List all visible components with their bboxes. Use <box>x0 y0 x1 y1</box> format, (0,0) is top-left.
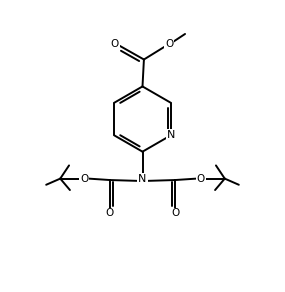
Text: O: O <box>111 39 119 49</box>
Text: N: N <box>138 174 147 184</box>
Text: O: O <box>165 39 174 49</box>
Text: O: O <box>80 174 88 184</box>
Text: O: O <box>197 174 205 184</box>
Text: O: O <box>171 208 179 218</box>
Text: O: O <box>106 208 114 218</box>
Text: N: N <box>166 130 175 140</box>
